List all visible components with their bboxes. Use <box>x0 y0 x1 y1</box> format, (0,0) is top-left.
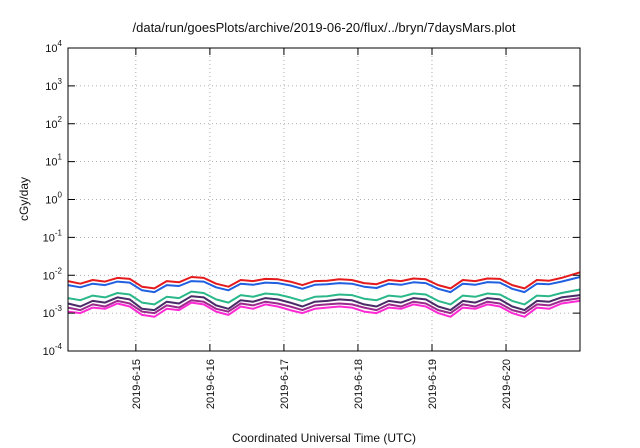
x-tick-label: 2019-6-20 <box>501 359 513 409</box>
y-tick-label: 10-1 <box>43 228 63 244</box>
series-line-6 <box>67 299 581 318</box>
y-tick-label: 10-3 <box>43 304 63 320</box>
series-layer <box>67 271 581 318</box>
y-axis: 10-4 10-3 10-2 10-1 100 101 102 103 104 <box>43 39 580 358</box>
y-tick-label: 10-2 <box>43 266 63 282</box>
x-tick-label: 2019-6-18 <box>353 359 365 409</box>
chart-title: /data/run/goesPlots/archive/2019-06-20/f… <box>133 20 516 35</box>
x-tick-label: 2019-6-19 <box>427 359 439 409</box>
y-tick-label: 10-4 <box>43 342 63 358</box>
series-line-5 <box>67 297 581 315</box>
series-line-3 <box>67 288 581 306</box>
x-tick-label: 2019-6-16 <box>205 359 217 409</box>
x-axis-label: Coordinated Universal Time (UTC) <box>232 431 416 445</box>
y-tick-label: 101 <box>45 153 62 169</box>
y-tick-label: 104 <box>45 39 62 55</box>
x-tick-label: 2019-6-15 <box>131 359 143 409</box>
series-line-4 <box>67 294 581 312</box>
x-axis: 2019-6-15 2019-6-16 2019-6-17 2019-6-18 2019… <box>131 48 513 409</box>
y-tick-label: 102 <box>45 115 62 131</box>
x-tick-label: 2019-6-17 <box>279 359 291 409</box>
series-line-2 <box>67 276 581 294</box>
y-tick-label: 100 <box>45 191 62 207</box>
y-axis-label: cGy/day <box>17 177 31 221</box>
y-tick-label: 103 <box>45 77 62 93</box>
series-line-1 <box>67 271 581 290</box>
